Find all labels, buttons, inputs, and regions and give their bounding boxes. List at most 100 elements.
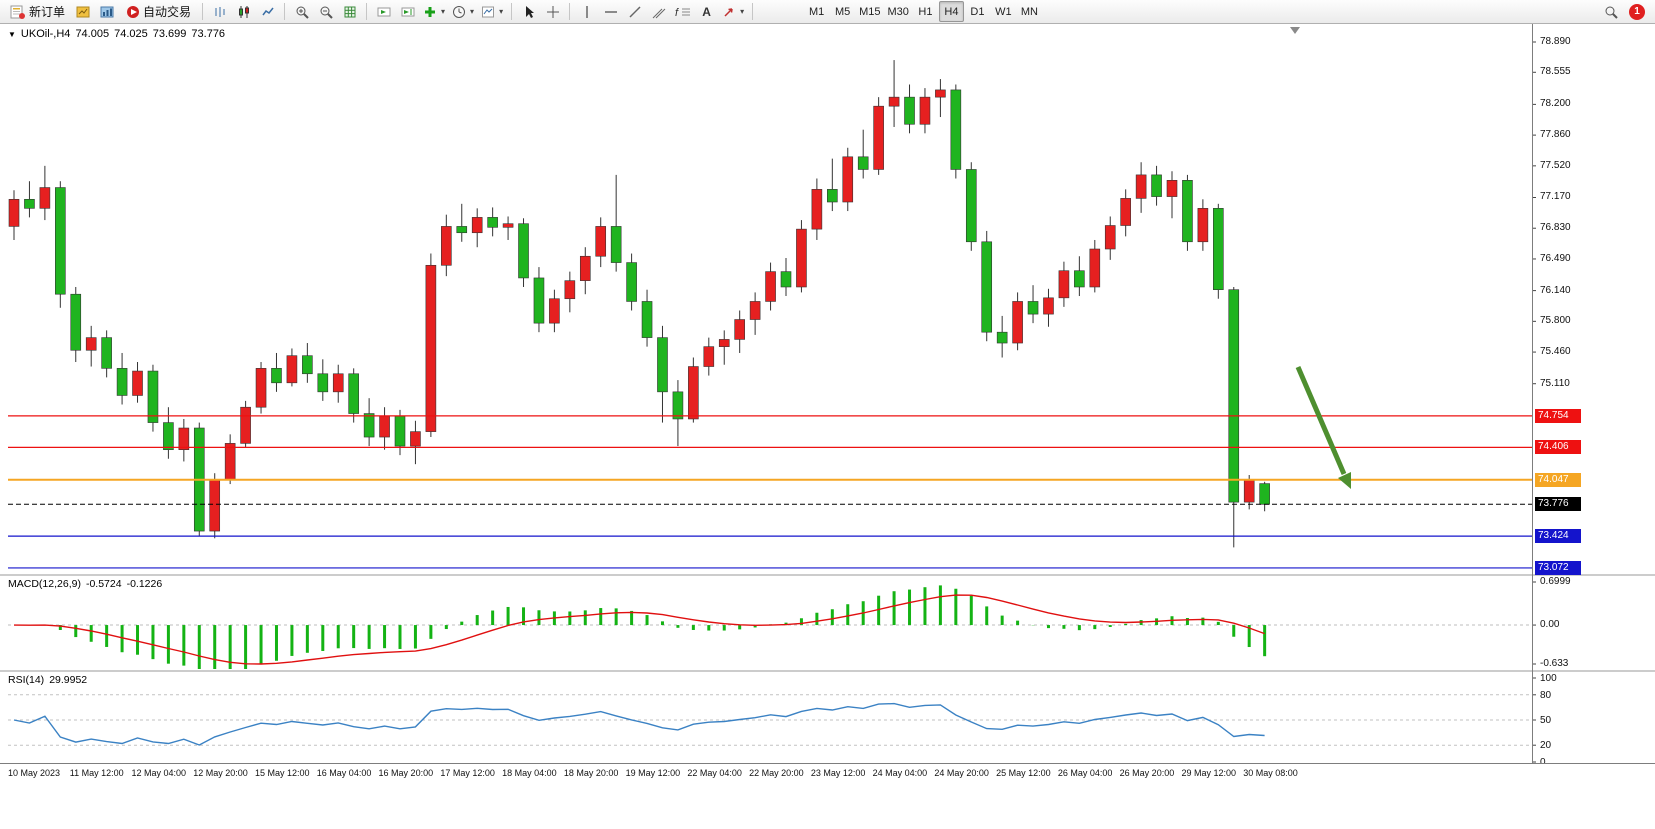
- bar-chart-button[interactable]: [208, 1, 231, 22]
- market-watch-button[interactable]: [96, 1, 119, 22]
- candle: [8, 198, 20, 227]
- time-label: 23 May 12:00: [810, 768, 866, 778]
- candle: [1197, 208, 1209, 243]
- price-tag-73.072: 73.072: [1535, 560, 1581, 575]
- grid-toggle-button[interactable]: [338, 1, 361, 22]
- toolbar-separator: [569, 3, 571, 20]
- candle: [363, 413, 375, 438]
- candle: [549, 298, 560, 324]
- chart-shift-marker: [1290, 27, 1300, 34]
- timeframe-button-M1[interactable]: M1: [808, 5, 825, 18]
- notification-badge[interactable]: 1: [1629, 3, 1645, 20]
- rsi-tick-label: 50: [1540, 715, 1552, 726]
- arrows-tool-button[interactable]: ▾: [719, 1, 747, 22]
- crosshair-button[interactable]: [541, 1, 564, 22]
- timeframe-button-M15[interactable]: M15: [859, 5, 881, 18]
- candle: [1182, 180, 1193, 243]
- timeframe-button-D1[interactable]: D1: [970, 5, 985, 18]
- candle: [55, 187, 66, 295]
- candle: [379, 415, 390, 438]
- search-button[interactable]: [1599, 1, 1622, 22]
- timeframe-group: M1 M5 M15 M30 H1 H4 D1 W1 MN: [804, 1, 1042, 22]
- trendline-tool-button[interactable]: [623, 1, 646, 22]
- candle: [255, 368, 267, 408]
- candle: [919, 96, 931, 125]
- auto-scroll-button[interactable]: [372, 1, 395, 22]
- chart-shift-button[interactable]: [396, 1, 419, 22]
- candle: [610, 226, 622, 263]
- price-tag-74.754: 74.754: [1535, 408, 1581, 423]
- candle: [410, 431, 421, 447]
- profiles-button[interactable]: [72, 1, 95, 22]
- candle: [579, 255, 591, 281]
- text-tool-button[interactable]: A: [695, 1, 718, 22]
- time-label: 22 May 04:00: [687, 768, 742, 778]
- timeframe-button-M5[interactable]: M5: [834, 5, 851, 18]
- timeframe-button-MN[interactable]: MN: [1020, 5, 1038, 18]
- candle: [1027, 301, 1039, 315]
- candle: [70, 293, 82, 351]
- dropdown-caret-icon: ▾: [740, 7, 745, 16]
- candle: [1166, 180, 1178, 197]
- rsi-value: 29.9952: [49, 674, 88, 686]
- rsi-label: RSI(14): [8, 674, 45, 686]
- candle: [657, 337, 668, 393]
- legend-high: 74.025: [114, 28, 148, 40]
- price-scale[interactable]: 74.754 74.406 74.047 73.776 73.424 73.072 78.8…: [1532, 24, 1655, 768]
- candle: [178, 427, 190, 451]
- candle: [1058, 270, 1070, 299]
- time-label: 18 May 20:00: [563, 768, 619, 778]
- timeframe-button-M30[interactable]: M30: [887, 5, 909, 18]
- price-tick-label: 77.860: [1540, 129, 1571, 141]
- candle: [1228, 289, 1240, 503]
- timeframe-button-H1[interactable]: H1: [918, 5, 933, 18]
- vertical-line-tool-button[interactable]: [575, 1, 598, 22]
- candle: [1089, 248, 1101, 288]
- templates-button[interactable]: ▾: [478, 1, 506, 22]
- horizontal-line-tool-button[interactable]: [599, 1, 622, 22]
- symbol-dropdown-icon[interactable]: ▼: [8, 29, 16, 39]
- rsi-tick-label: 20: [1540, 740, 1552, 752]
- macd-label: MACD(12,26,9): [8, 578, 81, 590]
- cursor-button[interactable]: [517, 1, 540, 22]
- candlestick-chart-button[interactable]: [232, 1, 255, 22]
- timeframe-button-H4[interactable]: H4: [938, 1, 964, 22]
- new-order-icon: [10, 5, 25, 19]
- channel-tool-button[interactable]: [647, 1, 670, 22]
- candle: [904, 96, 915, 125]
- zoom-out-button[interactable]: [314, 1, 337, 22]
- candle: [425, 264, 437, 432]
- autotrading-button[interactable]: 自动交易: [120, 1, 197, 22]
- timeframe-button-W1[interactable]: W1: [995, 5, 1012, 18]
- horizontal-line-icon: [604, 10, 617, 13]
- candle: [116, 368, 128, 396]
- fibonacci-tool-button[interactable]: f: [671, 1, 694, 22]
- indicators-button[interactable]: ▾: [420, 1, 448, 22]
- trend-arrow-head[interactable]: [1338, 472, 1351, 489]
- new-order-label: 新订单: [29, 5, 66, 19]
- zoom-in-button[interactable]: [290, 1, 313, 22]
- candle: [209, 479, 221, 532]
- candle: [487, 217, 498, 228]
- periodicity-button[interactable]: ▾: [449, 1, 477, 22]
- time-label: 30 May 08:00: [1243, 768, 1298, 778]
- line-chart-button[interactable]: [256, 1, 279, 22]
- candle: [332, 373, 344, 393]
- trend-arrow-line[interactable]: [1295, 366, 1347, 475]
- candle: [965, 169, 977, 243]
- line-chart-icon: [261, 7, 274, 15]
- time-scale[interactable]: 10 May 2023 11 May 12:00 12 May 04:00 12 Ma…: [0, 763, 1655, 783]
- time-label: 29 May 12:00: [1181, 768, 1236, 778]
- fibonacci-icon: f: [675, 7, 691, 19]
- dropdown-caret-icon: ▾: [499, 7, 504, 16]
- chart-legend: ▼ UKOil-,H4 74.005 74.025 73.699 73.776: [8, 28, 225, 40]
- candle: [1135, 174, 1147, 199]
- candle: [749, 301, 761, 320]
- candle: [811, 189, 823, 230]
- candle: [224, 443, 236, 480]
- new-order-button[interactable]: 新订单: [4, 1, 71, 22]
- price-tick-label: 78.555: [1540, 66, 1571, 78]
- time-label: 16 May 20:00: [378, 768, 434, 778]
- candle: [796, 228, 807, 288]
- dropdown-caret-icon: ▾: [470, 7, 475, 16]
